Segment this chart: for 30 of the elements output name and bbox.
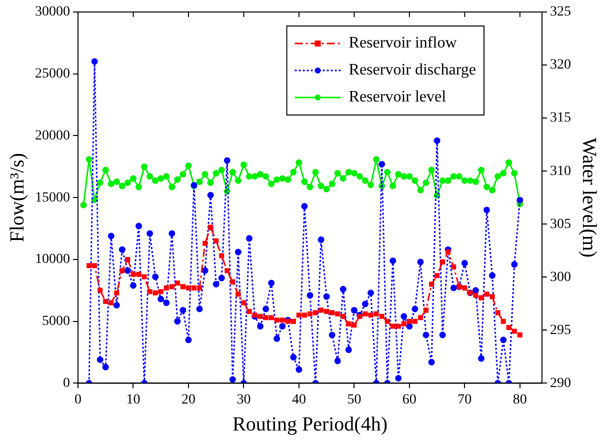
x-tick-label: 20 bbox=[181, 392, 196, 408]
x-tick-label: 0 bbox=[74, 392, 82, 408]
x-tick-label: 70 bbox=[458, 392, 472, 408]
y-axis-title: Flow(m³/s) bbox=[6, 152, 28, 242]
y-tick-label: 5000 bbox=[42, 314, 70, 330]
y2-tick-label: 300 bbox=[550, 270, 571, 285]
y-tick-label: 25000 bbox=[35, 66, 70, 82]
y-tick-label: 30000 bbox=[35, 4, 70, 20]
y2-axis-title: Water level(m) bbox=[578, 138, 600, 258]
y-tick-label: 10000 bbox=[35, 252, 70, 268]
y2-tick-label: 315 bbox=[550, 110, 571, 126]
x-tick-label: 40 bbox=[292, 392, 306, 408]
y2-tick-label: 310 bbox=[550, 164, 571, 179]
y2-tick-label: 305 bbox=[550, 216, 571, 232]
legend-label: Reservoir level bbox=[348, 88, 447, 106]
y-tick-label: 15000 bbox=[35, 190, 70, 206]
x-axis-title: Routing Period(4h) bbox=[232, 413, 388, 436]
y2-tick-label: 295 bbox=[550, 322, 571, 338]
x-tick-label: 60 bbox=[402, 392, 416, 408]
legend-label: Reservoir inflow bbox=[348, 34, 458, 52]
x-tick-label: 50 bbox=[347, 392, 362, 408]
legend-label: Reservoir discharge bbox=[348, 62, 476, 79]
y2-tick-label: 320 bbox=[550, 58, 571, 73]
y2-tick-label: 290 bbox=[550, 376, 571, 391]
y2-tick-label: 325 bbox=[550, 4, 571, 20]
x-tick-label: 30 bbox=[236, 392, 251, 408]
x-tick-label: 80 bbox=[512, 392, 527, 408]
x-tick-label: 10 bbox=[126, 392, 140, 408]
y-tick-label: 20000 bbox=[35, 128, 70, 144]
y-tick-label: 0 bbox=[63, 376, 70, 391]
